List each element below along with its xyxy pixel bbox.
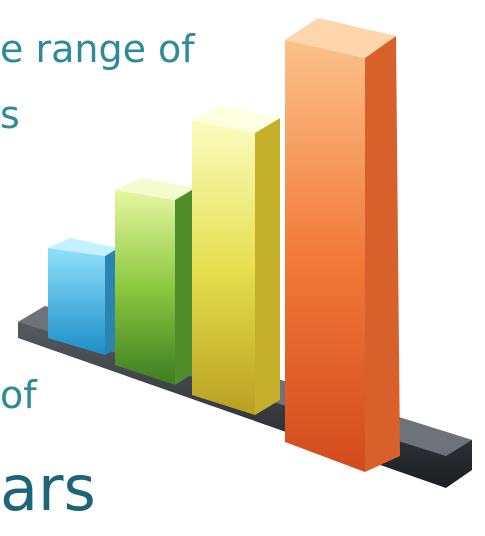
bar-green xyxy=(115,178,195,385)
text-line: of xyxy=(0,373,37,417)
bar-blue xyxy=(48,238,118,355)
text-line: s xyxy=(0,93,20,137)
bar-orange xyxy=(285,18,400,472)
text-line: e range of xyxy=(0,27,195,71)
text-line: ars xyxy=(0,452,96,525)
bar-yellow xyxy=(192,106,280,415)
